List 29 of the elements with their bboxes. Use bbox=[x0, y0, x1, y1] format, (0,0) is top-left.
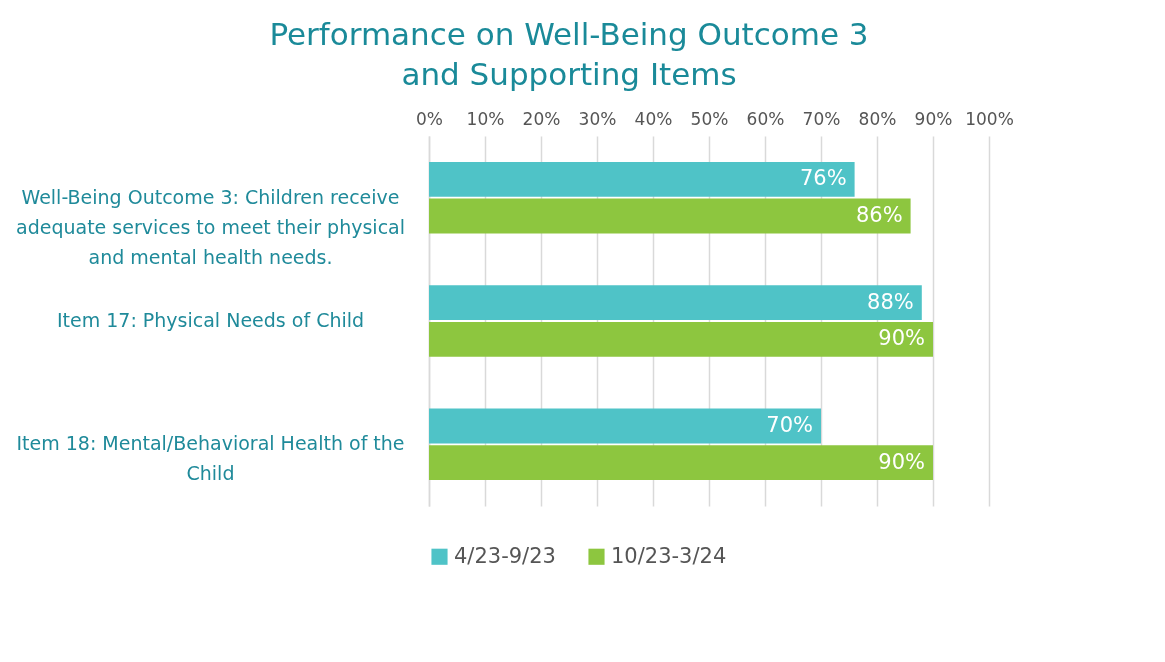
x-tick-label: 70% bbox=[802, 108, 841, 129]
x-tick-label: 80% bbox=[858, 108, 897, 129]
chart-title: Performance on Well-Being Outcome 3 and Supporting Items bbox=[269, 16, 869, 92]
y-tick-label: Item 18: Mental/Behavioral Health of the Child bbox=[16, 432, 405, 485]
bar bbox=[429, 161, 855, 197]
y-tick-label: Item 17: Physical Needs of Child bbox=[56, 309, 365, 331]
bar bbox=[429, 321, 933, 357]
data-label: 70% bbox=[766, 412, 813, 437]
data-label: 76% bbox=[799, 166, 847, 191]
bar bbox=[429, 285, 922, 321]
bar bbox=[429, 408, 821, 444]
x-tick-label: 0% bbox=[416, 108, 443, 129]
x-tick-label: 20% bbox=[522, 108, 561, 129]
data-label: 90% bbox=[878, 326, 925, 351]
x-tick-label: 50% bbox=[690, 108, 729, 129]
data-label: 88% bbox=[867, 289, 914, 314]
y-tick-label: Well-Being Outcome 3: Children receive adequate services to meet their physical and mental health needs. bbox=[15, 185, 406, 268]
data-label: 90% bbox=[878, 449, 925, 474]
x-tick-label: 10% bbox=[466, 108, 505, 129]
x-tick-label: 60% bbox=[746, 108, 785, 129]
data-label: 86% bbox=[855, 203, 903, 228]
x-tick-label: 100% bbox=[965, 108, 1014, 129]
x-tick-label: 40% bbox=[634, 108, 673, 129]
bar bbox=[429, 198, 911, 234]
x-tick-label: 30% bbox=[578, 108, 617, 129]
bar bbox=[429, 445, 933, 481]
legend-label: 4/23-9/23 bbox=[454, 543, 556, 568]
x-tick-label: 90% bbox=[914, 108, 953, 129]
legend-label: 10/23-3/24 bbox=[611, 543, 727, 568]
